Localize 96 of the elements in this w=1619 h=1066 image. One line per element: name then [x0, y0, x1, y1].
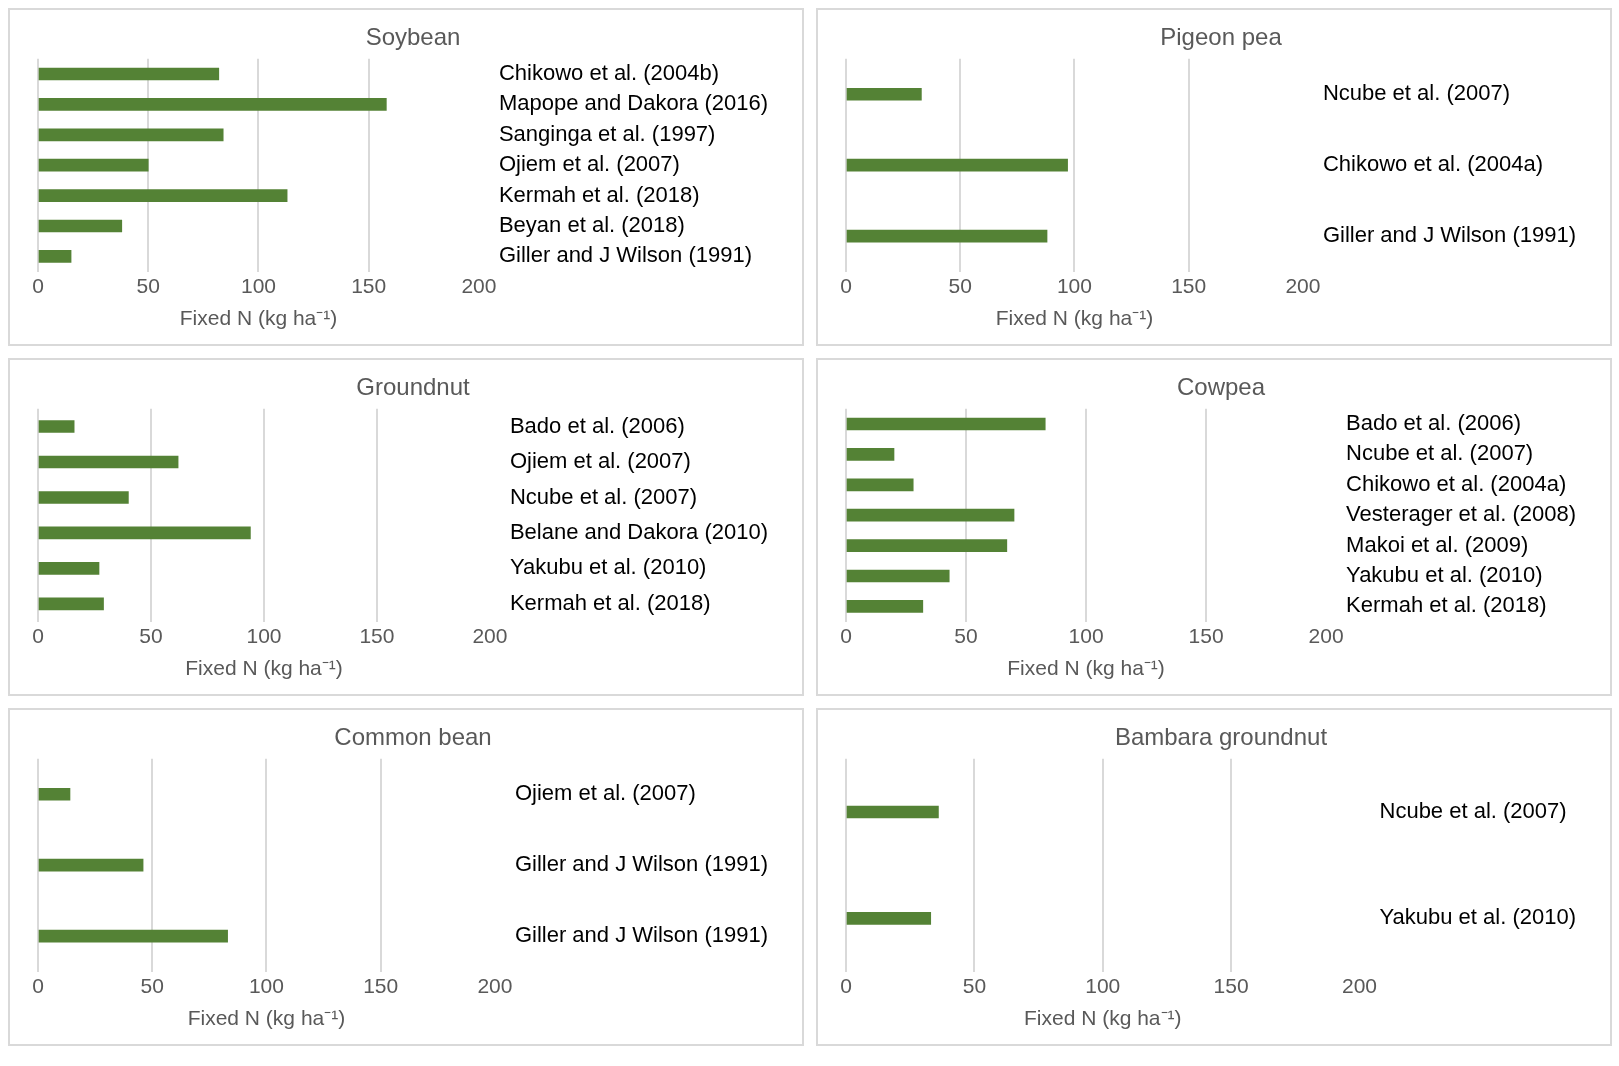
x-tick-label: 50	[962, 974, 987, 997]
x-tick-label: 200	[1341, 974, 1378, 997]
y-tick-label: Kermah et al. (2018)	[498, 181, 700, 207]
bar	[846, 229, 1048, 243]
bar	[38, 787, 71, 801]
x-tick-label: 50	[954, 624, 978, 647]
bar	[846, 600, 924, 613]
y-tick-label: Bado et al. (2006)	[1346, 410, 1521, 436]
x-tick-label: 100	[1056, 274, 1092, 297]
bar	[38, 491, 129, 504]
x-tick-label: 100	[1085, 974, 1121, 997]
chart-title: Cowpea	[1176, 373, 1266, 401]
x-tick-label: 50	[140, 974, 164, 997]
y-tick-label: Sanginga et al. (1997)	[498, 120, 716, 146]
bar	[38, 98, 387, 111]
chart-title: Soybean	[365, 23, 461, 51]
bar	[38, 455, 179, 469]
y-tick-label: Ojiem et al. (2007)	[509, 448, 691, 474]
x-tick-label: 150	[359, 624, 395, 647]
y-tick-label: Vesterager et al. (2008)	[1346, 501, 1577, 527]
bar	[846, 569, 950, 583]
y-tick-label: Yakubu et al. (2010)	[509, 554, 707, 580]
y-tick-label: Makoi et al. (2009)	[1346, 531, 1529, 557]
x-axis-title: Fixed N (kg ha⁻¹)	[1023, 1006, 1182, 1030]
bar	[38, 929, 228, 943]
bar	[846, 158, 1068, 172]
y-tick-label: Ncube et al. (2007)	[1322, 80, 1511, 106]
x-tick-label: 150	[1188, 624, 1224, 647]
y-tick-label: Giller and J Wilson (1991)	[514, 851, 769, 877]
x-tick-label: 0	[32, 624, 44, 647]
bar	[38, 128, 224, 142]
y-tick-label: Giller and J Wilson (1991)	[498, 242, 753, 268]
x-tick-label: 150	[1171, 274, 1207, 297]
y-tick-label: Kermah et al. (2018)	[1346, 592, 1547, 618]
y-tick-label: Chikowo et al. (2004b)	[498, 60, 720, 86]
y-tick-label: Beyan et al. (2018)	[498, 212, 685, 238]
x-tick-label: 100	[240, 274, 276, 297]
x-tick-label: 150	[1213, 974, 1249, 997]
y-tick-label: Belane and Dakora (2010)	[509, 519, 768, 544]
bar	[38, 67, 220, 81]
bar	[38, 420, 75, 433]
x-axis-title: Fixed N (kg ha⁻¹)	[1007, 656, 1165, 680]
x-tick-label: 200	[1308, 624, 1344, 647]
x-tick-label: 200	[1285, 274, 1321, 297]
x-tick-label: 0	[32, 274, 44, 297]
x-axis-title: Fixed N (kg ha⁻¹)	[995, 306, 1154, 330]
y-tick-label: Bado et al. (2006)	[509, 412, 685, 438]
y-tick-label: Giller and J Wilson (1991)	[1322, 222, 1577, 248]
bar	[846, 448, 895, 461]
bar	[846, 539, 1008, 552]
bar	[38, 219, 123, 233]
bar	[38, 562, 100, 575]
x-tick-label: 50	[139, 624, 163, 647]
y-tick-label: Chikowo et al. (2004a)	[1346, 470, 1567, 496]
x-tick-label: 50	[948, 274, 972, 297]
y-tick-label: Mapope and Dakora (2016)	[498, 90, 768, 116]
chart-title: Pigeon pea	[1160, 23, 1283, 51]
x-tick-label: 200	[477, 974, 513, 997]
chart-title: Common bean	[334, 723, 492, 751]
y-tick-label: Ncube et al. (2007)	[1346, 440, 1534, 466]
x-tick-label: 0	[32, 974, 44, 997]
bar	[38, 858, 144, 872]
chart-title: Groundnut	[356, 373, 471, 401]
x-tick-label: 100	[1068, 624, 1104, 647]
bar	[38, 158, 149, 172]
x-tick-label: 100	[248, 974, 284, 997]
x-tick-label: 200	[472, 624, 508, 647]
y-tick-label: Ncube et al. (2007)	[1379, 798, 1567, 824]
bar	[846, 417, 1046, 431]
y-tick-label: Ojiem et al. (2007)	[498, 151, 680, 177]
bar	[38, 597, 104, 611]
bar	[846, 87, 922, 101]
x-tick-label: 100	[246, 624, 282, 647]
x-axis-title: Fixed N (kg ha⁻¹)	[187, 1006, 346, 1030]
x-axis-title: Fixed N (kg ha⁻¹)	[185, 656, 343, 680]
bar	[38, 526, 251, 540]
bar	[846, 478, 914, 492]
y-tick-label: Yakubu et al. (2010)	[1379, 904, 1576, 930]
x-tick-label: 150	[351, 274, 387, 297]
bar	[846, 508, 1015, 522]
y-tick-label: Ojiem et al. (2007)	[514, 780, 696, 806]
x-tick-label: 50	[136, 274, 160, 297]
y-tick-label: Chikowo et al. (2004a)	[1322, 151, 1544, 177]
bar	[38, 250, 72, 263]
x-tick-label: 0	[840, 624, 852, 647]
bar	[38, 189, 288, 202]
y-tick-label: Ncube et al. (2007)	[509, 483, 698, 509]
y-tick-label: Giller and J Wilson (1991)	[514, 922, 769, 948]
chart-title: Bambara groundnut	[1114, 723, 1328, 751]
y-tick-label: Yakubu et al. (2010)	[1346, 562, 1543, 588]
x-tick-label: 150	[363, 974, 399, 997]
x-tick-label: 200	[461, 274, 497, 297]
x-axis-title: Fixed N (kg ha⁻¹)	[179, 306, 338, 330]
x-tick-label: 0	[840, 974, 852, 997]
y-tick-label: Kermah et al. (2018)	[509, 589, 711, 615]
x-tick-label: 0	[840, 274, 852, 297]
